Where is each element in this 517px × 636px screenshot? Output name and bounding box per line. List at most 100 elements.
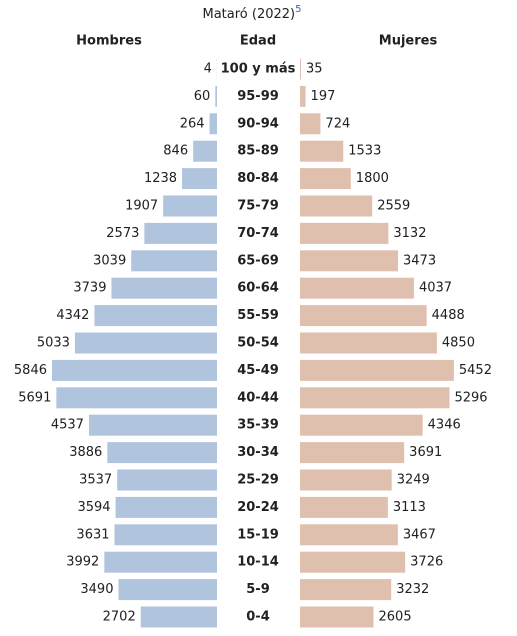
age-label: 30-34: [237, 445, 279, 460]
male-bar: [144, 222, 217, 244]
male-value: 3594: [77, 500, 110, 515]
chart-title: Mataró (2022)5: [203, 4, 302, 22]
male-value: 3739: [73, 281, 106, 296]
female-value: 3473: [403, 253, 436, 268]
female-bar: [300, 277, 414, 299]
female-bar: [300, 387, 450, 409]
female-bar: [300, 524, 398, 546]
female-bar: [300, 332, 437, 354]
male-bar: [131, 250, 217, 272]
male-bar: [74, 332, 217, 354]
male-value: 3490: [80, 582, 113, 597]
male-value: 5033: [37, 336, 70, 351]
age-label: 75-79: [237, 199, 279, 214]
female-value: 5452: [459, 363, 492, 378]
title-reference[interactable]: 5: [295, 4, 301, 15]
age-header: Edad: [240, 34, 276, 49]
female-bar: [300, 414, 423, 436]
female-bar: [300, 222, 389, 244]
age-label: 85-89: [237, 144, 279, 159]
female-value: 3113: [393, 500, 426, 515]
male-value: 846: [163, 144, 188, 159]
title-text: Mataró (2022): [203, 7, 296, 22]
female-bar: [300, 606, 374, 628]
age-label: 25-29: [237, 473, 279, 488]
male-value: 3039: [93, 253, 126, 268]
female-header: Mujeres: [379, 34, 438, 49]
female-bar: [300, 85, 306, 107]
female-bar: [300, 140, 344, 162]
female-bar: [300, 442, 405, 464]
female-value: 3691: [409, 445, 442, 460]
male-bar: [94, 305, 217, 327]
female-value: 2559: [377, 199, 410, 214]
male-value: 3992: [66, 555, 99, 570]
age-label: 35-39: [237, 418, 279, 433]
male-value: 3631: [76, 527, 109, 542]
male-bar: [56, 387, 217, 409]
female-bar: [300, 469, 392, 491]
female-value: 3132: [393, 226, 426, 241]
male-bar: [215, 85, 217, 107]
age-label: 90-94: [237, 116, 279, 131]
female-bar: [300, 113, 321, 135]
male-bar: [193, 140, 217, 162]
male-bar: [163, 195, 217, 217]
female-value: 3232: [396, 582, 429, 597]
male-bar: [104, 551, 217, 573]
male-header: Hombres: [76, 34, 142, 49]
age-label: 40-44: [237, 390, 279, 405]
female-bar: [300, 579, 392, 601]
female-value: 3249: [397, 473, 430, 488]
male-bar: [107, 442, 217, 464]
male-value: 4342: [56, 308, 89, 323]
age-label: 55-59: [237, 308, 279, 323]
female-bar: [300, 496, 388, 518]
male-value: 264: [180, 116, 205, 131]
female-bar: [300, 305, 427, 327]
age-label: 60-64: [237, 281, 279, 296]
male-value: 4: [204, 62, 212, 77]
age-label: 45-49: [237, 363, 279, 378]
male-bar: [115, 496, 217, 518]
female-bar: [300, 195, 373, 217]
female-value: 4850: [442, 336, 475, 351]
male-bar: [111, 277, 217, 299]
age-label: 0-4: [246, 610, 270, 625]
age-label: 95-99: [237, 89, 279, 104]
male-value: 5846: [14, 363, 47, 378]
male-bar: [114, 524, 217, 546]
female-bar: [300, 359, 454, 381]
male-value: 4537: [51, 418, 84, 433]
female-value: 5296: [454, 390, 487, 405]
male-bar: [52, 359, 217, 381]
age-label: 10-14: [237, 555, 279, 570]
female-bar: [300, 168, 351, 190]
male-bar: [117, 469, 217, 491]
female-value: 724: [325, 116, 350, 131]
age-label: 5-9: [246, 582, 270, 597]
male-value: 1907: [125, 199, 158, 214]
male-value: 2573: [106, 226, 139, 241]
female-value: 3726: [410, 555, 443, 570]
male-value: 2702: [103, 610, 136, 625]
male-value: 3886: [69, 445, 102, 460]
male-bar: [209, 113, 217, 135]
age-label: 50-54: [237, 336, 279, 351]
age-label: 15-19: [237, 527, 279, 542]
female-bar: [300, 551, 406, 573]
female-value: 197: [311, 89, 336, 104]
male-bar: [118, 579, 217, 601]
male-bar: [182, 168, 217, 190]
female-bar: [300, 58, 301, 80]
age-label: 65-69: [237, 253, 279, 268]
male-value: 60: [194, 89, 211, 104]
female-value: 35: [306, 62, 323, 77]
age-label: 70-74: [237, 226, 279, 241]
female-value: 2605: [379, 610, 412, 625]
female-value: 4488: [432, 308, 465, 323]
male-bar: [140, 606, 217, 628]
male-bar: [88, 414, 218, 436]
female-value: 4037: [419, 281, 452, 296]
